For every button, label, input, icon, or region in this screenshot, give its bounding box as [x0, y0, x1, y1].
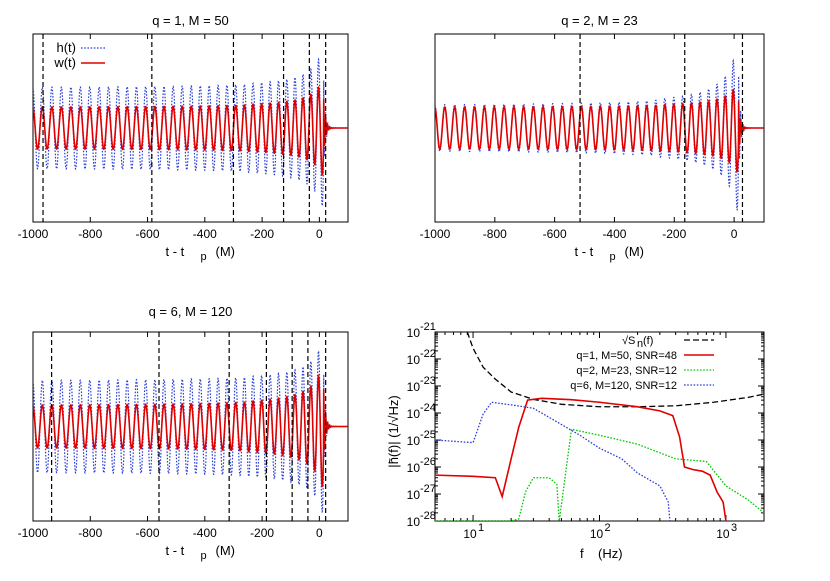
legend-label-sub: n — [637, 338, 643, 350]
spectrum-series-2 — [435, 428, 764, 521]
x-tick-exponent: 3 — [731, 522, 737, 534]
x-tick-label: -600 — [136, 227, 160, 241]
x-tick-label: 0 — [316, 227, 323, 241]
x-tick-label: -800 — [78, 227, 102, 241]
x-tick-label: 10 — [463, 527, 477, 541]
series-line-wt — [435, 88, 764, 173]
x-tick-exponent: 1 — [478, 522, 484, 534]
panel-2: q = 2, M = 23 -1000 -800 -600 -400 -200 0 t - t… — [420, 13, 765, 263]
x-axis-label: t - t — [166, 543, 185, 558]
y-tick-exponent: -23 — [420, 375, 436, 387]
x-tick-exponent: 2 — [605, 522, 611, 534]
series-line-ht — [33, 57, 348, 208]
x-axis-unit: (M) — [625, 244, 645, 259]
x-tick-label: -400 — [602, 227, 626, 241]
x-axis-unit: (Hz) — [598, 546, 623, 561]
y-tick-exponent: -21 — [420, 321, 436, 333]
series-line-ht — [33, 348, 348, 514]
series-line-wt — [33, 373, 348, 488]
legend-label: q=2, M=23, SNR=12 — [576, 365, 677, 377]
series-line-wt — [33, 85, 348, 176]
x-tick-label: -200 — [250, 227, 274, 241]
x-axis-label: t - t — [575, 244, 594, 259]
legend-label: h(t) — [57, 40, 77, 55]
spectrum-series-3 — [435, 401, 671, 521]
plot-frame — [32, 331, 349, 522]
legend-label-tail: (f) — [643, 335, 653, 347]
y-tick-exponent: -26 — [420, 456, 436, 468]
x-tick-label: -200 — [662, 227, 686, 241]
x-tick-label: -800 — [78, 526, 102, 540]
spectrum-series-1 — [435, 397, 727, 521]
x-axis-unit: (M) — [216, 543, 236, 558]
x-tick-label: 0 — [731, 227, 738, 241]
y-axis-label: |h̃(f)| (1/√Hz) — [386, 395, 401, 467]
y-tick-label: 10 — [407, 515, 421, 529]
panel-title: q = 2, M = 23 — [561, 13, 638, 28]
x-axis-label: t - t — [166, 244, 185, 259]
x-tick-label: 0 — [316, 526, 323, 540]
y-tick-label: 10 — [407, 488, 421, 502]
y-tick-label: 10 — [407, 407, 421, 421]
x-tick-label: -1000 — [18, 227, 49, 241]
y-tick-label: 10 — [407, 461, 421, 475]
x-axis-unit: (M) — [216, 244, 236, 259]
x-tick-label: -1000 — [420, 227, 451, 241]
panel-3: q = 6, M = 120 -1000 -800 -600 -400 -200 0 t - … — [18, 304, 349, 562]
panel-1: q = 1, M = 50 -1000 -800 -600 -400 -200 0 t - t… — [18, 13, 349, 263]
x-axis-label-sub: p — [610, 251, 616, 263]
y-tick-label: 10 — [407, 326, 421, 340]
y-tick-exponent: -28 — [420, 510, 436, 522]
x-axis-label-sub: p — [201, 550, 207, 562]
y-tick-label: 10 — [407, 353, 421, 367]
panel-title: q = 6, M = 120 — [149, 304, 233, 319]
legend-label: √S — [622, 335, 635, 347]
x-tick-label: -200 — [250, 526, 274, 540]
y-tick-exponent: -22 — [420, 348, 436, 360]
legend-label: w(t) — [53, 55, 76, 70]
x-tick-label: 10 — [590, 527, 604, 541]
plot-frame — [32, 33, 349, 223]
legend-label: q=1, M=50, SNR=48 — [576, 350, 677, 362]
x-tick-label: -1000 — [18, 526, 49, 540]
y-tick-exponent: -27 — [420, 483, 436, 495]
panel-4: 10-2810-2710-2610-2510-2410-2310-2210-21… — [386, 321, 765, 561]
y-tick-exponent: -24 — [420, 402, 436, 414]
plot-frame — [434, 33, 765, 223]
spectrum-series-0 — [466, 332, 764, 408]
x-tick-label: -800 — [483, 227, 507, 241]
y-tick-label: 10 — [407, 380, 421, 394]
legend-label: q=6, M=120, SNR=12 — [570, 380, 677, 392]
panel-title: q = 1, M = 50 — [152, 13, 229, 28]
x-tick-label: 10 — [716, 527, 730, 541]
x-tick-label: -400 — [193, 526, 217, 540]
y-tick-label: 10 — [407, 434, 421, 448]
x-axis-label: f — [580, 546, 584, 561]
x-tick-label: -600 — [543, 227, 567, 241]
y-tick-exponent: -25 — [420, 429, 436, 441]
x-tick-label: -400 — [193, 227, 217, 241]
x-axis-label-sub: p — [201, 251, 207, 263]
x-tick-label: -600 — [136, 526, 160, 540]
